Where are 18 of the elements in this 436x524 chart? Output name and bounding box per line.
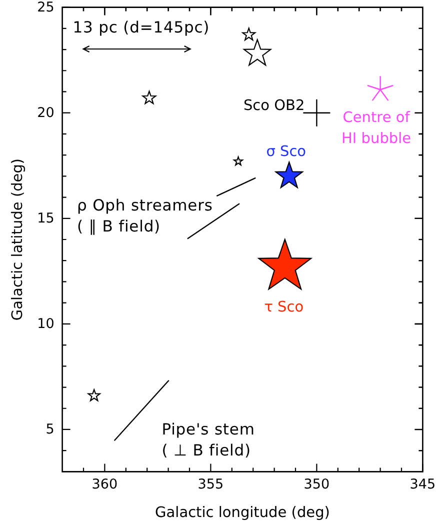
- x-tick-label: 350: [304, 476, 330, 493]
- series-label: Centre of HI bubble: [342, 110, 412, 148]
- x-tick-label: 345: [410, 476, 436, 493]
- x-axis-title: Galactic longitude (deg): [155, 505, 330, 521]
- y-tick-label: 10: [37, 316, 54, 332]
- annotation: ρ Oph streamers ( ∥ B field): [77, 196, 213, 236]
- annotation: 13 pc (d=145pc): [72, 18, 210, 36]
- series-label: σ Sco: [266, 144, 306, 160]
- y-tick-label: 25: [37, 0, 54, 16]
- x-tick-label: 360: [92, 476, 118, 493]
- annotation: Pipe's stem ( ⊥ B field): [162, 420, 255, 460]
- y-tick-label: 5: [46, 421, 54, 438]
- y-tick-label: 15: [37, 210, 54, 226]
- x-tick-label: 355: [198, 476, 224, 493]
- series-label: τ Sco: [264, 299, 304, 316]
- y-tick-label: 20: [37, 104, 54, 121]
- series-label: Sco OB2: [243, 98, 305, 114]
- y-axis-title: Galactic latitude (deg): [10, 158, 26, 321]
